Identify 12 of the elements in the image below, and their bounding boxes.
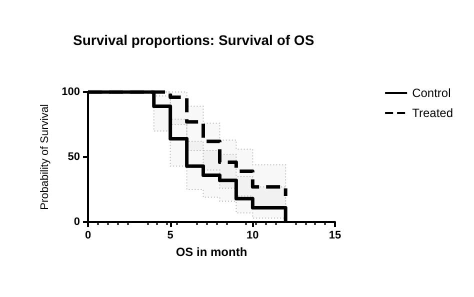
x-tick-label: 10 xyxy=(246,230,259,242)
legend-label: Treated xyxy=(412,106,454,120)
x-tick-label: 5 xyxy=(167,230,174,242)
legend-label: Control xyxy=(412,86,451,100)
y-tick-label: 0 xyxy=(74,216,80,228)
y-tick-label: 100 xyxy=(62,86,80,98)
x-axis-title: OS in month xyxy=(176,245,248,259)
x-tick-label: 15 xyxy=(328,230,342,242)
x-tick-label: 0 xyxy=(84,230,92,242)
chart-title: Survival proportions: Survival of OS xyxy=(73,32,314,48)
y-axis-title: Probability of Survival xyxy=(39,104,52,210)
y-tick-label: 50 xyxy=(68,151,80,163)
